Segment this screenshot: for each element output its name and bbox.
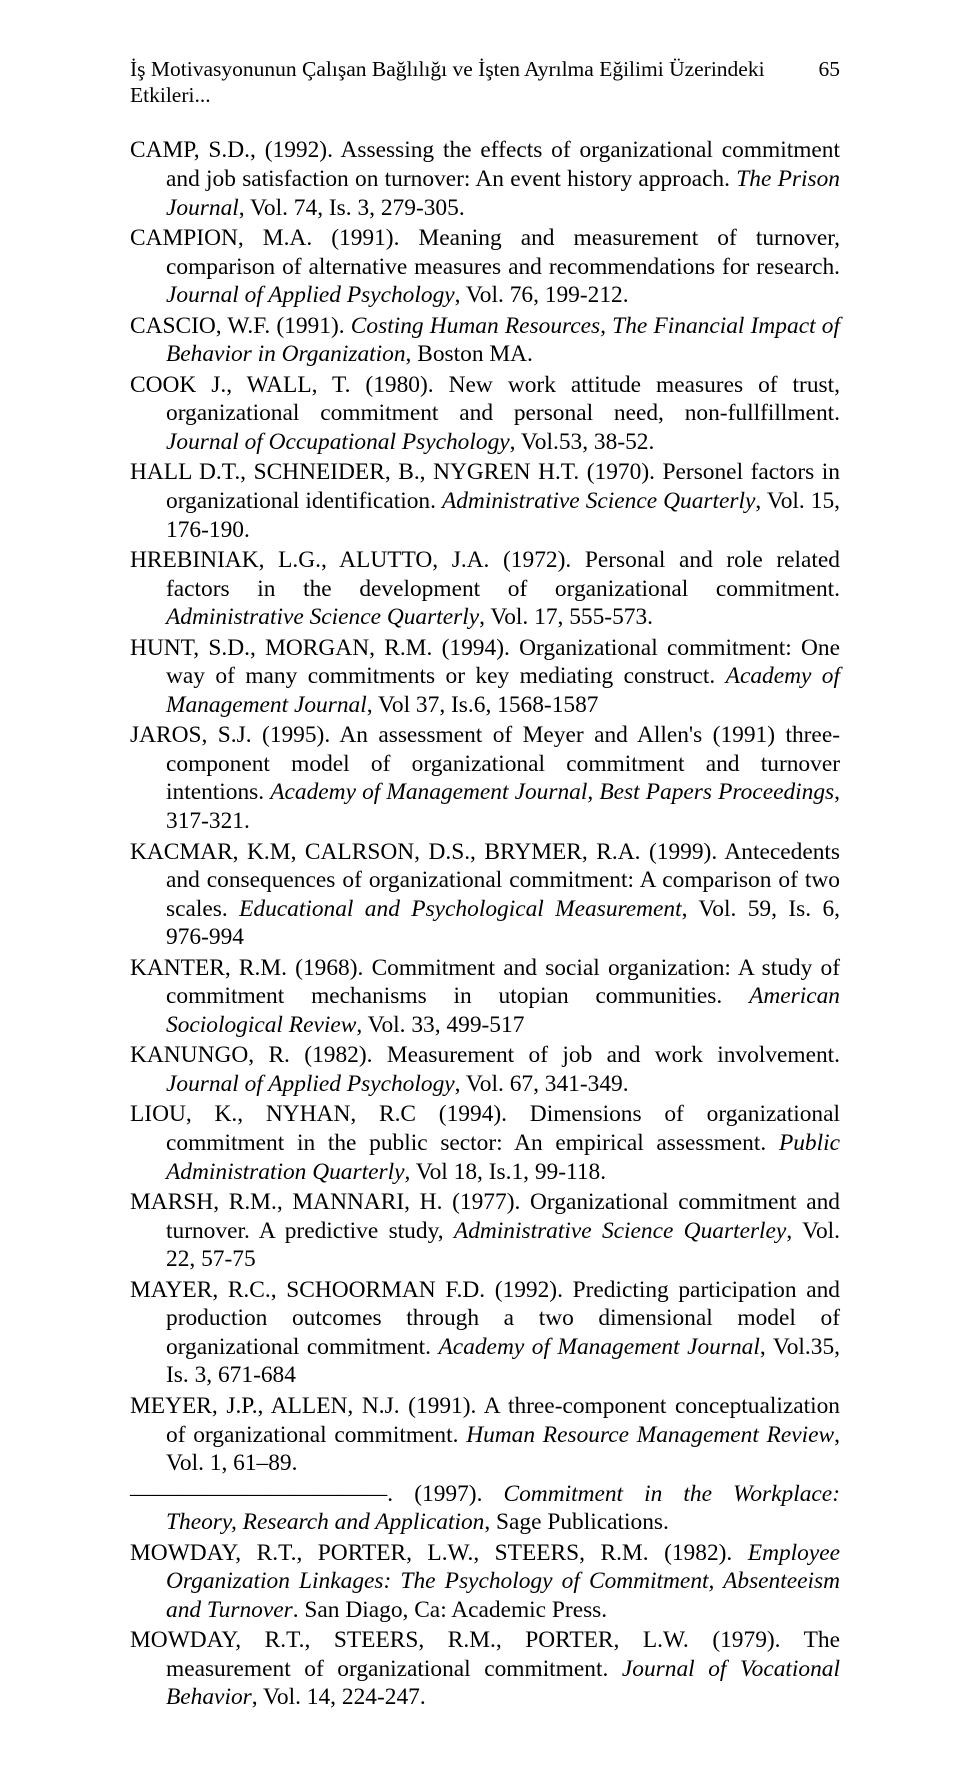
reference-item: CAMP, S.D., (1992). Assessing the effect… (130, 136, 840, 222)
reference-item: HUNT, S.D., MORGAN, R.M. (1994). Organiz… (130, 634, 840, 720)
reference-item: JAROS, S.J. (1995). An assessment of Mey… (130, 721, 840, 835)
reference-item: MOWDAY, R.T., STEERS, R.M., PORTER, L.W.… (130, 1626, 840, 1712)
page-number: 65 (795, 56, 841, 82)
reference-item: CAMPION, M.A. (1991). Meaning and measur… (130, 224, 840, 310)
header-title: İş Motivasyonunun Çalışan Bağlılığı ve İ… (130, 56, 795, 108)
running-header: İş Motivasyonunun Çalışan Bağlılığı ve İ… (130, 56, 840, 108)
reference-item: MOWDAY, R.T., PORTER, L.W., STEERS, R.M.… (130, 1539, 840, 1625)
reference-item: KACMAR, K.M, CALRSON, D.S., BRYMER, R.A.… (130, 838, 840, 952)
reference-item: LIOU, K., NYHAN, R.C (1994). Dimensions … (130, 1100, 840, 1186)
page-content: İş Motivasyonunun Çalışan Bağlılığı ve İ… (0, 0, 960, 1770)
reference-item: KANTER, R.M. (1968). Commitment and soci… (130, 954, 840, 1040)
reference-item: HREBINIAK, L.G., ALUTTO, J.A. (1972). Pe… (130, 546, 840, 632)
references-list: CAMP, S.D., (1992). Assessing the effect… (130, 136, 840, 1712)
reference-item: ———————————. (1997). Commitment in the W… (130, 1480, 840, 1537)
reference-item: CASCIO, W.F. (1991). Costing Human Resou… (130, 312, 840, 369)
reference-item: MAYER, R.C., SCHOORMAN F.D. (1992). Pred… (130, 1276, 840, 1390)
reference-item: COOK J., WALL, T. (1980). New work attit… (130, 371, 840, 457)
reference-item: KANUNGO, R. (1982). Measurement of job a… (130, 1041, 840, 1098)
reference-item: MEYER, J.P., ALLEN, N.J. (1991). A three… (130, 1392, 840, 1478)
reference-item: MARSH, R.M., MANNARI, H. (1977). Organiz… (130, 1188, 840, 1274)
reference-item: HALL D.T., SCHNEIDER, B., NYGREN H.T. (1… (130, 458, 840, 544)
